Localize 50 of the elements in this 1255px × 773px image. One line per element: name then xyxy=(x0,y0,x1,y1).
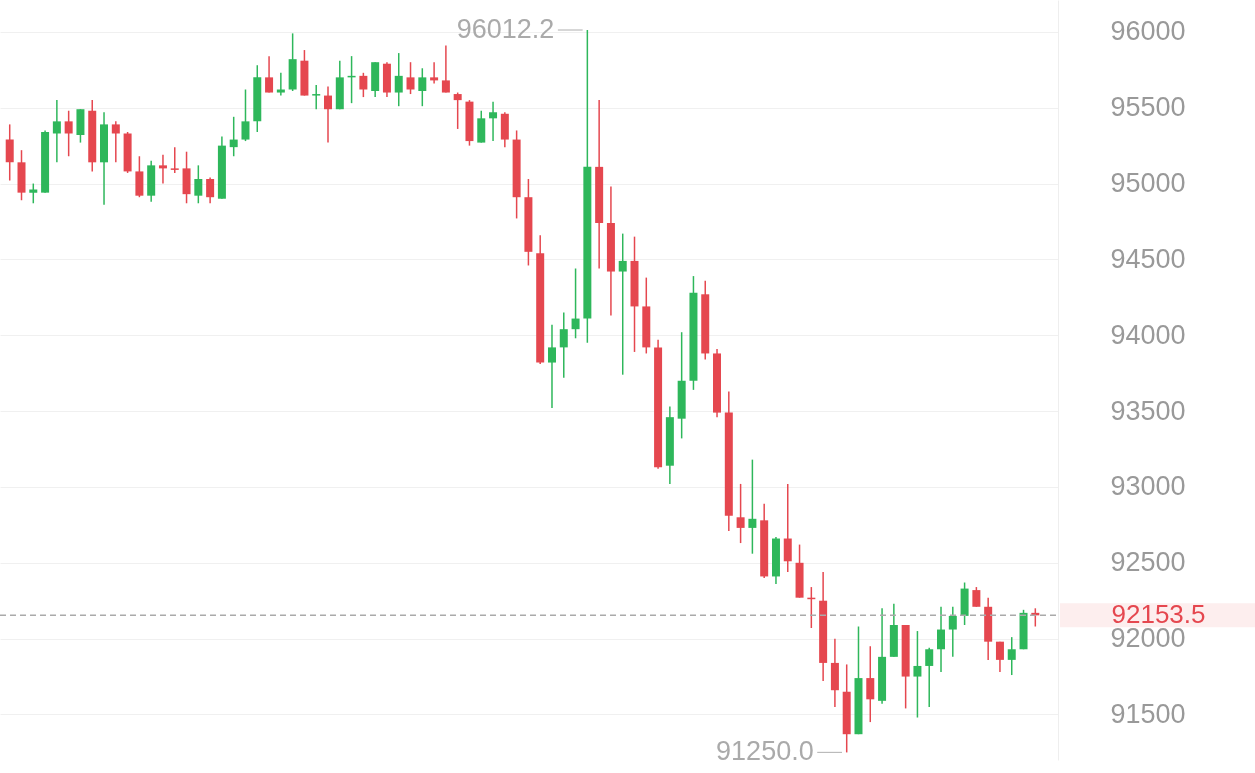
candlestick xyxy=(441,44,450,94)
candlestick xyxy=(559,311,568,379)
candlestick xyxy=(783,483,792,573)
candlestick xyxy=(995,640,1004,673)
candlestick xyxy=(229,116,238,157)
candlestick xyxy=(170,146,179,174)
annotation: 91250.0 xyxy=(716,736,814,767)
candlestick xyxy=(925,646,934,708)
candlestick xyxy=(913,630,922,719)
annotation: 96012.2 xyxy=(456,14,555,45)
candlestick xyxy=(972,586,981,608)
candlestick xyxy=(489,100,498,142)
candlestick xyxy=(453,91,462,130)
y-tick-label: 95000 xyxy=(1110,168,1186,199)
candlestick xyxy=(418,67,427,107)
candlestick xyxy=(206,176,215,205)
candlestick xyxy=(359,72,368,98)
y-tick-label: 92500 xyxy=(1110,547,1186,578)
candlestick xyxy=(547,323,556,409)
candlestick xyxy=(64,109,73,157)
candlestick xyxy=(748,458,757,555)
y-tick-label: 93000 xyxy=(1110,471,1186,502)
y-tick-label: 94000 xyxy=(1110,319,1186,350)
candlestick xyxy=(111,120,120,164)
y-tick-label: 96000 xyxy=(1110,16,1186,47)
candlestick xyxy=(276,72,285,97)
candlestick xyxy=(158,153,167,185)
y-tick-label: 92000 xyxy=(1110,623,1186,654)
candlestick xyxy=(194,164,203,205)
candlestick xyxy=(312,84,321,110)
y-tick-label: 95500 xyxy=(1110,92,1186,123)
candlestick xyxy=(736,483,745,544)
candlestick xyxy=(406,61,415,95)
candlestick xyxy=(394,52,403,107)
candlestick xyxy=(324,85,333,144)
y-tick-label: 91500 xyxy=(1110,698,1186,729)
candlestick xyxy=(571,267,580,340)
candlestick xyxy=(1007,636,1016,676)
candlestick xyxy=(937,606,946,673)
candlestick xyxy=(948,606,957,658)
candlestick xyxy=(866,645,875,723)
candlestick xyxy=(265,55,274,94)
y-tick-label: 93500 xyxy=(1110,395,1186,426)
candlestick xyxy=(5,123,14,182)
candlestick xyxy=(241,88,250,142)
candlestick xyxy=(430,61,439,85)
candlestick xyxy=(29,182,38,205)
candlestick xyxy=(618,232,627,376)
candlestick xyxy=(52,99,61,164)
y-tick-label: 94500 xyxy=(1110,243,1186,274)
